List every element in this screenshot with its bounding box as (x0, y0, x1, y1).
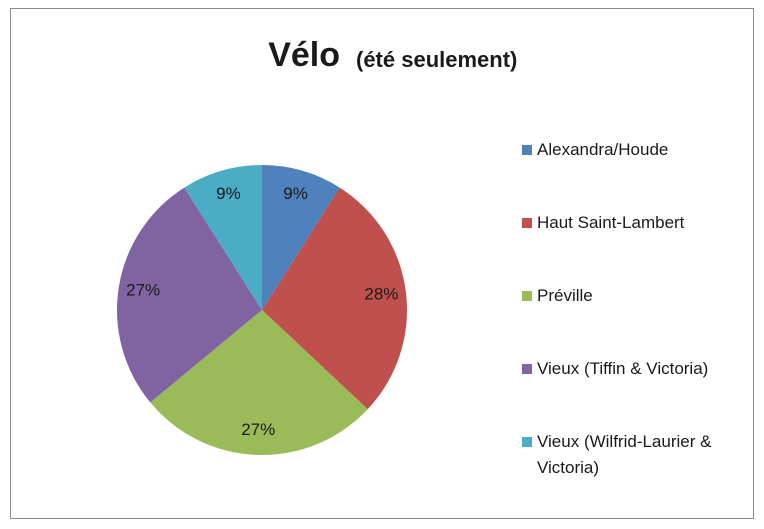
data-label: 28% (364, 284, 398, 303)
data-label: 9% (283, 184, 308, 203)
legend-item: Vieux (Wilfrid-Laurier & Victoria) (522, 429, 747, 481)
data-label: 27% (241, 420, 275, 439)
legend-item: Préville (522, 283, 747, 309)
legend-item: Vieux (Tiffin & Victoria) (522, 356, 747, 382)
legend-swatch (522, 364, 532, 374)
legend-swatch (522, 437, 532, 447)
data-label: 9% (216, 184, 241, 203)
legend-swatch (522, 291, 532, 301)
chart-frame (10, 8, 754, 519)
legend-item: Alexandra/Houde (522, 137, 747, 163)
legend-swatch (522, 145, 532, 155)
legend-label: Haut Saint-Lambert (537, 213, 685, 232)
pie-slice (262, 165, 340, 310)
legend-label: Vieux (Tiffin & Victoria) (537, 359, 709, 378)
chart-title: Vélo (268, 36, 340, 74)
data-label: 27% (126, 281, 160, 300)
pie-slice (262, 187, 408, 410)
legend-label: Préville (537, 286, 593, 305)
legend-swatch (522, 218, 532, 228)
pie-slice (150, 310, 368, 456)
legend-label: Alexandra/Houde (537, 140, 669, 159)
chart-subtitle: (été seulement) (356, 47, 517, 72)
legend-item: Haut Saint-Lambert (522, 210, 747, 236)
legend-label: Vieux (Wilfrid-Laurier & Victoria) (537, 432, 712, 477)
pie-slice (116, 187, 262, 403)
pie-slice (184, 165, 262, 310)
